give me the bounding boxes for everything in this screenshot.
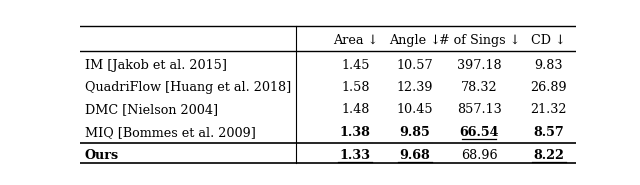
- Text: 9.85: 9.85: [399, 126, 430, 139]
- Text: Angle ↓: Angle ↓: [389, 33, 441, 46]
- Text: 1.33: 1.33: [340, 149, 371, 162]
- Text: 12.39: 12.39: [397, 81, 433, 94]
- Text: 78.32: 78.32: [461, 81, 497, 94]
- Text: 9.83: 9.83: [534, 59, 563, 72]
- Text: QuadriFlow [Huang et al. 2018]: QuadriFlow [Huang et al. 2018]: [85, 81, 291, 94]
- Text: # of Sings ↓: # of Sings ↓: [438, 33, 520, 46]
- Text: 9.68: 9.68: [399, 149, 430, 162]
- Text: Area ↓: Area ↓: [333, 33, 378, 46]
- Text: 26.89: 26.89: [531, 81, 567, 94]
- Text: Ours: Ours: [85, 149, 119, 162]
- Text: 1.38: 1.38: [340, 126, 371, 139]
- Text: DMC [Nielson 2004]: DMC [Nielson 2004]: [85, 103, 218, 116]
- Text: 1.58: 1.58: [341, 81, 369, 94]
- Text: 397.18: 397.18: [457, 59, 502, 72]
- Text: 8.57: 8.57: [533, 126, 564, 139]
- Text: 10.45: 10.45: [397, 103, 433, 116]
- Text: CD ↓: CD ↓: [531, 33, 566, 46]
- Text: 10.57: 10.57: [397, 59, 433, 72]
- Text: 66.54: 66.54: [460, 126, 499, 139]
- Text: 21.32: 21.32: [531, 103, 567, 116]
- Text: 1.45: 1.45: [341, 59, 369, 72]
- Text: IM [Jakob et al. 2015]: IM [Jakob et al. 2015]: [85, 59, 227, 72]
- Text: MIQ [Bommes et al. 2009]: MIQ [Bommes et al. 2009]: [85, 126, 256, 139]
- Text: 857.13: 857.13: [457, 103, 502, 116]
- Text: 8.22: 8.22: [533, 149, 564, 162]
- Text: 1.48: 1.48: [341, 103, 369, 116]
- Text: 68.96: 68.96: [461, 149, 497, 162]
